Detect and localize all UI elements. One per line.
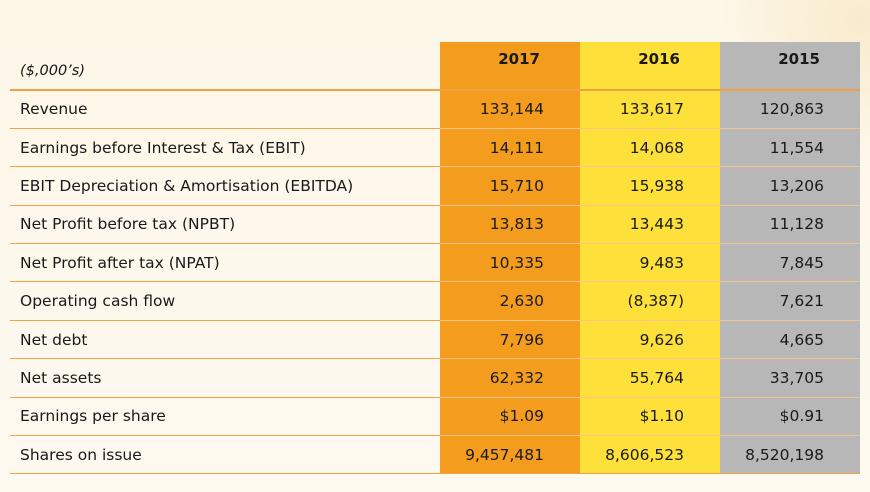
table-row: Revenue 133,144 133,617 120,863 (10, 88, 860, 129)
value-2015: 7,845 (720, 243, 860, 282)
row-label: Net debt (10, 319, 440, 359)
year-header-2016: 2016 (580, 42, 720, 90)
unit-label: ($,000’s) (20, 63, 85, 79)
table-row: Net debt 7,796 9,626 4,665 (10, 319, 860, 359)
table-row: Earnings per share $1.09 $1.10 $0.91 (10, 396, 860, 436)
value-2015: 13,206 (720, 166, 860, 206)
table-row: Earnings before Interest & Tax (EBIT) 14… (10, 127, 860, 167)
value-2016: 9,626 (580, 319, 720, 359)
value-2017: 7,796 (440, 319, 580, 359)
value-2017: 13,813 (440, 204, 580, 244)
value-2017: 133,144 (440, 88, 580, 129)
table-row: Net assets 62,332 55,764 33,705 (10, 358, 860, 398)
row-label: Earnings per share (10, 396, 440, 436)
value-2015: $0.91 (720, 396, 860, 436)
year-header-2015: 2015 (720, 42, 860, 90)
table-row: Operating cash flow 2,630 (8,387) 7,621 (10, 281, 860, 321)
row-label: Earnings before Interest & Tax (EBIT) (10, 127, 440, 167)
value-2017: 62,332 (440, 358, 580, 398)
value-2016: 15,938 (580, 166, 720, 206)
value-2015: 11,554 (720, 127, 860, 167)
value-2016: (8,387) (580, 281, 720, 321)
financial-summary-table: ($,000’s) 2017 2016 2015 Revenue 133,144… (10, 42, 860, 475)
row-label: EBIT Depreciation & Amortisation (EBITDA… (10, 166, 440, 206)
value-2017: 9,457,481 (440, 435, 580, 475)
header-row: ($,000’s) 2017 2016 2015 (10, 42, 860, 90)
row-label: Revenue (10, 88, 440, 129)
row-label: Net assets (10, 358, 440, 398)
value-2016: 55,764 (580, 358, 720, 398)
value-2015: 120,863 (720, 88, 860, 129)
table-row: Net Profit before tax (NPBT) 13,813 13,4… (10, 204, 860, 244)
row-label: Shares on issue (10, 435, 440, 475)
value-2015: 11,128 (720, 204, 860, 244)
table-row: EBIT Depreciation & Amortisation (EBITDA… (10, 166, 860, 206)
value-2016: 14,068 (580, 127, 720, 167)
year-header-2017: 2017 (440, 42, 580, 90)
value-2017: 10,335 (440, 243, 580, 282)
value-2017: 14,111 (440, 127, 580, 167)
value-2016: 13,443 (580, 204, 720, 244)
value-2017: $1.09 (440, 396, 580, 436)
value-2017: 2,630 (440, 281, 580, 321)
row-label: Net Profit after tax (NPAT) (10, 243, 440, 282)
value-2015: 8,520,198 (720, 435, 860, 475)
value-2017: 15,710 (440, 166, 580, 206)
row-label: Net Profit before tax (NPBT) (10, 204, 440, 244)
value-2015: 33,705 (720, 358, 860, 398)
row-label: Operating cash flow (10, 281, 440, 321)
value-2016: 9,483 (580, 243, 720, 282)
value-2015: 7,621 (720, 281, 860, 321)
table-row: Shares on issue 9,457,481 8,606,523 8,52… (10, 435, 860, 475)
value-2016: $1.10 (580, 396, 720, 436)
table-row: Net Profit after tax (NPAT) 10,335 9,483… (10, 243, 860, 282)
value-2016: 8,606,523 (580, 435, 720, 475)
value-2016: 133,617 (580, 88, 720, 129)
value-2015: 4,665 (720, 319, 860, 359)
